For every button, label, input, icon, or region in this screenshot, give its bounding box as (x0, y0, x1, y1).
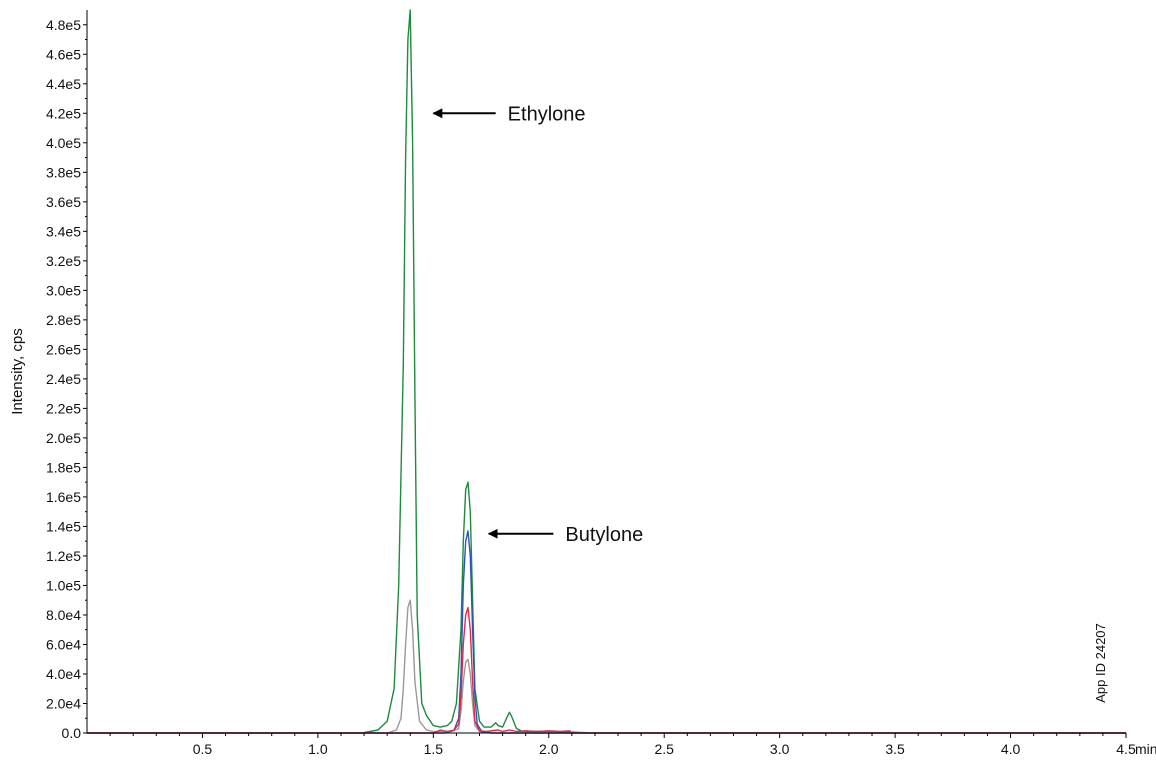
y-tick-label: 4.6e5 (46, 46, 81, 62)
annotation-label-1: Ethylone (508, 103, 586, 125)
x-tick-label: 3.5 (885, 741, 905, 757)
y-tick-label: 4.8e5 (46, 17, 81, 33)
series-line-4 (87, 606, 1126, 734)
y-tick-label: 1.0e5 (46, 577, 81, 593)
x-tick-label: 2.0 (539, 741, 559, 757)
y-tick-label: 8.0e4 (46, 607, 81, 623)
y-tick-label: 3.2e5 (46, 253, 81, 269)
y-tick-label: 2.6e5 (46, 341, 81, 357)
y-tick-label: 4.0e4 (46, 666, 81, 682)
annotation-layer: Ethylone Butylone (432, 103, 643, 546)
app-id-label: App ID 24207 (1093, 623, 1108, 703)
y-tick-label: 3.0e5 (46, 282, 81, 298)
x-tick-label: 3.0 (770, 741, 790, 757)
y-tick-label: 3.8e5 (46, 164, 81, 180)
y-tick-label: 1.4e5 (46, 518, 81, 534)
series-line-3 (87, 530, 1126, 734)
y-tick-label: 3.6e5 (46, 194, 81, 210)
x-tick-label: 2.5 (654, 741, 674, 757)
y-axis-label: Intensity, cps (9, 328, 26, 414)
y-tick-label: 0.0 (62, 725, 82, 741)
y-tick-label: 2.8e5 (46, 312, 81, 328)
y-tick-label: 1.8e5 (46, 459, 81, 475)
y-tick-label: 2.0e5 (46, 430, 81, 446)
series-line-2 (87, 599, 1126, 734)
series-layer (87, 9, 1126, 734)
y-tick-label: 2.0e4 (46, 695, 81, 711)
y-tick-label: 2.2e5 (46, 400, 81, 416)
x-tick-label: 4.5 (1116, 741, 1136, 757)
y-tick-label: 1.2e5 (46, 548, 81, 564)
axes-layer: 0.0 2.0e4 4.0e4 6.0e4 8.0e4 1.0e5 1.2e5 1.4e5 1.… (46, 10, 1136, 757)
y-tick-label: 2.4e5 (46, 371, 81, 387)
series-line-1 (87, 9, 1126, 734)
x-tick-label: 1.5 (424, 741, 444, 757)
y-tick-label: 3.4e5 (46, 223, 81, 239)
x-tick-label: 0.5 (193, 741, 213, 757)
y-tick-label: 4.2e5 (46, 105, 81, 121)
y-tick-label: 1.6e5 (46, 489, 81, 505)
x-tick-label: 1.0 (308, 741, 328, 757)
x-axis-label: min (1135, 741, 1156, 757)
y-tick-label: 6.0e4 (46, 636, 81, 652)
annotation-label-2: Butylone (565, 524, 643, 546)
x-tick-label: 4.0 (1001, 741, 1021, 757)
y-tick-label: 4.4e5 (46, 76, 81, 92)
y-tick-label: 4.0e5 (46, 135, 81, 151)
